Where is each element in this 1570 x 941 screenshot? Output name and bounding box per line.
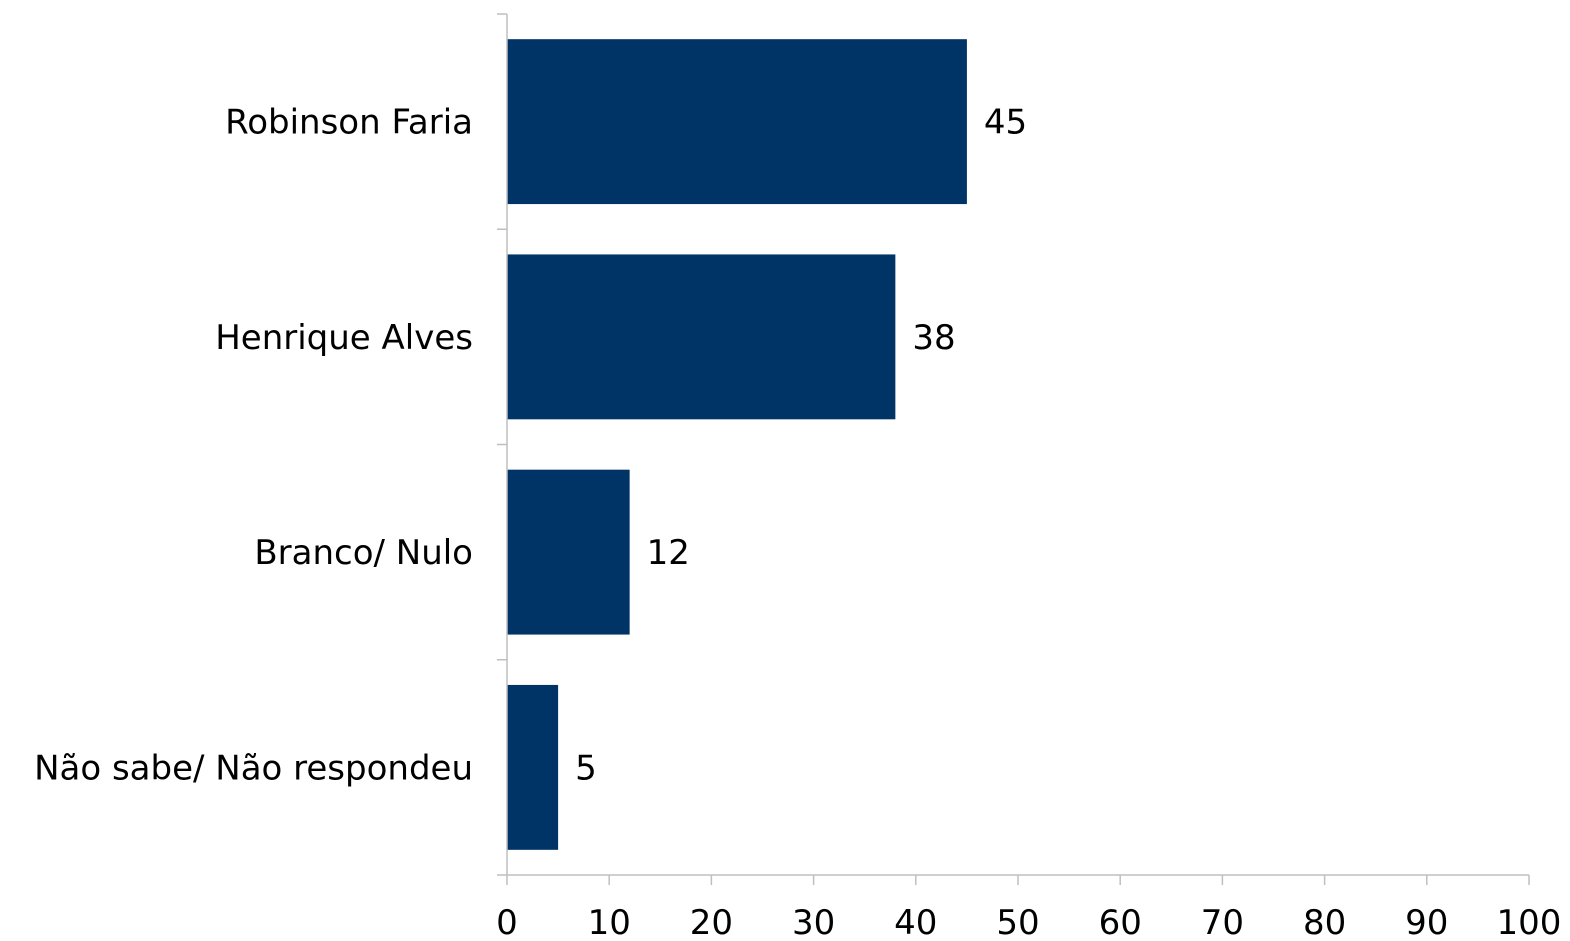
- data-labels: 45 38 12 5: [575, 103, 1027, 789]
- data-label: 38: [912, 318, 955, 358]
- axes: 0 10 20 30 40 50 60 70 80 90 100: [496, 13, 1562, 941]
- x-tick-label: 100: [1497, 903, 1562, 941]
- category-label: Henrique Alves: [215, 318, 473, 358]
- bar: [507, 469, 630, 635]
- x-tick-label: 70: [1201, 903, 1244, 941]
- x-tick-label: 0: [496, 903, 518, 941]
- x-tick-label: 40: [894, 903, 937, 941]
- x-tick-label: 20: [690, 903, 733, 941]
- data-label: 12: [647, 533, 690, 573]
- data-label: 45: [984, 103, 1027, 143]
- x-tick-label: 10: [588, 903, 631, 941]
- x-tick-label: 50: [996, 903, 1039, 941]
- category-label: Não sabe/ Não respondeu: [34, 748, 473, 788]
- x-tick-label: 80: [1303, 903, 1346, 941]
- category-labels: Robinson Faria Henrique Alves Branco/ Nulo…: [34, 103, 473, 789]
- bar: [507, 684, 559, 850]
- data-label: 5: [575, 748, 597, 788]
- category-label: Branco/ Nulo: [254, 533, 473, 573]
- x-tick-label: 90: [1405, 903, 1448, 941]
- x-tick-label: 30: [792, 903, 835, 941]
- x-tick-label: 60: [1099, 903, 1142, 941]
- category-label: Robinson Faria: [225, 103, 473, 143]
- bar: [507, 39, 967, 205]
- bars: [507, 39, 967, 850]
- bar: [507, 254, 896, 420]
